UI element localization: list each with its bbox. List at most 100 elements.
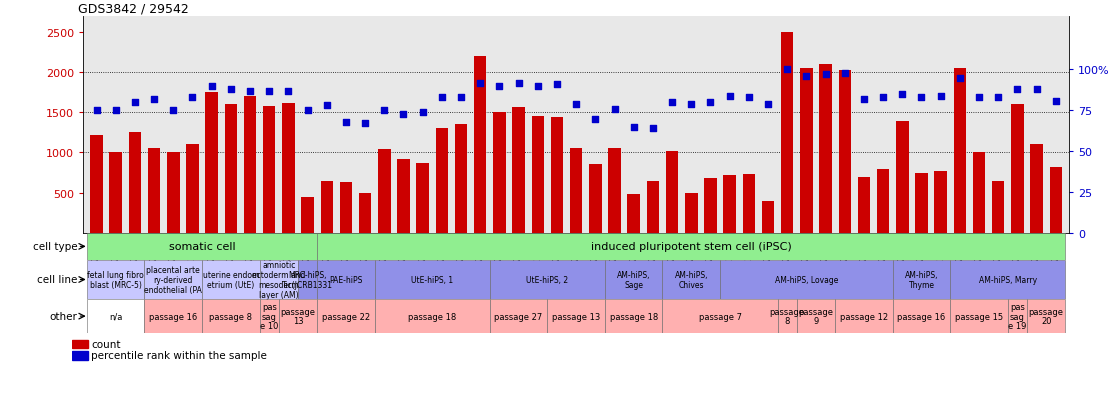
Bar xyxy=(685,193,698,233)
Text: MRC-hiPS,
Tic(JCRB1331: MRC-hiPS, Tic(JCRB1331 xyxy=(283,271,334,289)
Bar xyxy=(781,33,793,233)
Bar xyxy=(244,97,256,233)
Bar xyxy=(90,135,103,233)
Bar xyxy=(317,299,375,333)
Text: passage 8: passage 8 xyxy=(209,312,253,321)
Bar xyxy=(512,108,525,233)
Point xyxy=(913,95,931,101)
Point xyxy=(893,91,911,98)
Bar xyxy=(605,260,663,299)
Bar xyxy=(86,299,144,333)
Bar xyxy=(375,260,490,299)
Bar xyxy=(490,260,605,299)
Bar xyxy=(742,175,755,233)
Text: passage
8: passage 8 xyxy=(770,307,804,326)
Bar xyxy=(259,299,279,333)
Point xyxy=(376,108,393,114)
Bar xyxy=(375,299,490,333)
Bar xyxy=(705,179,717,233)
Point xyxy=(778,67,796,74)
Bar xyxy=(835,299,893,333)
Point xyxy=(242,88,259,95)
Point xyxy=(989,95,1007,101)
Bar xyxy=(666,152,678,233)
Bar xyxy=(283,103,295,233)
Point xyxy=(471,80,489,87)
Point xyxy=(337,119,355,126)
Bar xyxy=(608,148,620,233)
Point xyxy=(491,83,509,90)
Point xyxy=(740,95,758,101)
Bar xyxy=(340,183,352,233)
Text: passage 15: passage 15 xyxy=(955,312,1003,321)
Bar xyxy=(435,129,448,233)
Text: passage 16: passage 16 xyxy=(150,312,197,321)
Bar xyxy=(72,351,88,360)
Point xyxy=(874,95,892,101)
Text: amniotic
ectoderm and
mesoderm
layer (AM): amniotic ectoderm and mesoderm layer (AM… xyxy=(253,261,306,299)
Point xyxy=(357,121,375,128)
Point xyxy=(433,95,451,101)
Bar xyxy=(893,299,951,333)
Bar xyxy=(797,299,835,333)
Point xyxy=(529,83,546,90)
Bar xyxy=(225,105,237,233)
Text: cell line: cell line xyxy=(38,275,78,285)
Bar xyxy=(951,299,1008,333)
Point xyxy=(126,100,144,106)
Point xyxy=(106,108,124,114)
Bar xyxy=(378,150,390,233)
Bar xyxy=(724,176,736,233)
Text: passage 18: passage 18 xyxy=(408,312,456,321)
Point xyxy=(413,109,431,116)
Point xyxy=(664,100,681,106)
Point xyxy=(798,74,815,80)
Bar xyxy=(147,149,161,233)
Bar xyxy=(893,260,951,299)
Bar xyxy=(973,152,985,233)
Point xyxy=(971,95,988,101)
Text: UtE-hiPS, 1: UtE-hiPS, 1 xyxy=(411,275,453,284)
Bar xyxy=(317,233,1066,260)
Text: fetal lung fibro
blast (MRC-5): fetal lung fibro blast (MRC-5) xyxy=(88,271,144,289)
Bar xyxy=(263,107,276,233)
Point xyxy=(932,93,950,100)
Text: AM-hiPS,
Thyme: AM-hiPS, Thyme xyxy=(905,271,938,289)
Bar xyxy=(589,165,602,233)
Point xyxy=(164,108,182,114)
Point xyxy=(644,126,661,132)
Bar xyxy=(663,260,720,299)
Bar xyxy=(167,153,179,233)
Text: somatic cell: somatic cell xyxy=(168,242,235,252)
Bar xyxy=(186,144,198,233)
Point xyxy=(145,96,163,103)
Text: passage
13: passage 13 xyxy=(280,307,316,326)
Bar xyxy=(86,233,317,260)
Text: passage
9: passage 9 xyxy=(799,307,833,326)
Point xyxy=(835,70,853,77)
Bar xyxy=(762,201,774,233)
Text: pas
sag
e 10: pas sag e 10 xyxy=(260,302,278,330)
Text: AM-hiPS, Marry: AM-hiPS, Marry xyxy=(978,275,1037,284)
Text: AM-hiPS,
Sage: AM-hiPS, Sage xyxy=(617,271,650,289)
Text: passage 18: passage 18 xyxy=(609,312,658,321)
Bar xyxy=(778,299,797,333)
Bar xyxy=(532,117,544,233)
Point xyxy=(279,88,297,95)
Point xyxy=(318,103,336,109)
Bar xyxy=(951,260,1066,299)
Bar xyxy=(144,299,202,333)
Point xyxy=(567,101,585,108)
Point xyxy=(951,75,968,82)
Point xyxy=(625,124,643,131)
Point xyxy=(88,108,105,114)
Text: UtE-hiPS, 2: UtE-hiPS, 2 xyxy=(526,275,568,284)
Bar xyxy=(474,57,486,233)
Bar xyxy=(417,164,429,233)
Point xyxy=(452,95,470,101)
Text: PAE-hiPS: PAE-hiPS xyxy=(329,275,362,284)
Text: passage 22: passage 22 xyxy=(322,312,370,321)
Bar xyxy=(317,260,375,299)
Point xyxy=(1028,87,1046,93)
Text: percentile rank within the sample: percentile rank within the sample xyxy=(91,351,267,361)
